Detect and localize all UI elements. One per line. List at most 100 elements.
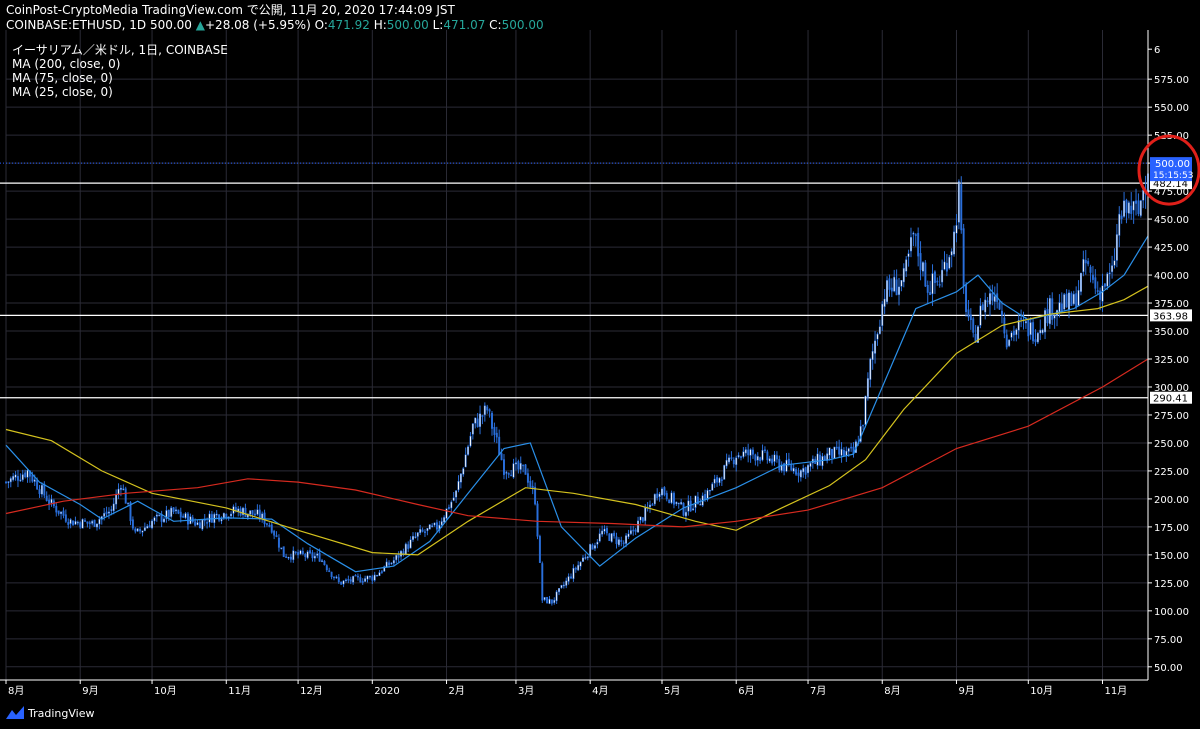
publish-line: CoinPost-CryptoMedia TradingView.com で公開…: [6, 3, 455, 17]
candle-body: [565, 580, 568, 586]
candle-body: [1024, 321, 1027, 324]
candle-body: [495, 432, 498, 438]
candle-body: [792, 467, 795, 472]
candle-body: [574, 567, 577, 570]
candle-body: [965, 284, 968, 313]
candle-body: [323, 560, 326, 566]
candle-body: [1017, 319, 1020, 331]
candle-body: [924, 262, 927, 287]
candle-body: [486, 406, 489, 411]
candle-body: [38, 489, 41, 494]
candle-body: [5, 481, 7, 484]
candle-body: [182, 515, 185, 518]
candle-body: [488, 409, 491, 412]
candle-body: [115, 493, 118, 505]
candle-body: [838, 446, 841, 455]
candle-body: [172, 507, 175, 512]
candle-body: [1041, 329, 1044, 334]
candle-body: [663, 487, 666, 495]
candle-body: [785, 459, 788, 472]
candle-body: [1039, 329, 1042, 334]
price-tick-label: 6: [1154, 45, 1160, 56]
candle-body: [141, 530, 144, 533]
candle-body: [246, 513, 249, 518]
candle-body: [1063, 294, 1066, 310]
price-tick-label: 425.00: [1154, 243, 1189, 254]
candle-body: [292, 550, 295, 561]
candle-body: [498, 436, 501, 456]
candle-body: [684, 511, 687, 517]
candle-body: [177, 509, 180, 514]
legend-ma75[interactable]: MA (75, close, 0): [12, 71, 113, 85]
candle-body: [593, 545, 596, 549]
candle-body: [88, 522, 91, 525]
candle-body: [153, 517, 156, 522]
candle-body: [1084, 260, 1087, 264]
candle-body: [862, 424, 865, 427]
ma-line: [5, 285, 1149, 556]
candle-body: [1008, 339, 1011, 347]
legend-ma200[interactable]: MA (200, close, 0): [12, 57, 121, 71]
candle-body: [395, 554, 398, 561]
high-value: 500.00: [386, 18, 429, 32]
moving-averages: [5, 235, 1149, 573]
candle-body: [969, 314, 972, 320]
candle-body: [732, 459, 735, 465]
candle-body: [1070, 293, 1073, 306]
candle-body: [704, 494, 707, 500]
candle-body: [1048, 298, 1051, 325]
candle-body: [220, 518, 223, 522]
candle-body: [1137, 200, 1140, 214]
legend-title[interactable]: イーサリアム／米ドル, 1日, COINBASE: [12, 43, 228, 57]
candle-body: [469, 435, 472, 447]
candle-body: [165, 510, 168, 519]
time-tick-label: 5月: [664, 685, 680, 697]
candle-body: [531, 485, 534, 489]
candle-body: [60, 511, 63, 514]
candle-body: [1099, 290, 1102, 300]
ma-line: [5, 358, 1149, 528]
candle-body: [148, 525, 151, 528]
tradingview-logo-icon[interactable]: [6, 706, 24, 720]
candle-body: [1096, 290, 1099, 292]
candle-body: [656, 493, 659, 499]
candle-body: [591, 544, 594, 550]
candle-body: [131, 519, 134, 529]
candle-body: [328, 570, 331, 572]
candle-body: [634, 529, 637, 532]
footer-brand[interactable]: TradingView: [28, 706, 95, 720]
candle-body: [464, 454, 467, 468]
candle-body: [356, 575, 359, 578]
candle-body: [730, 457, 733, 459]
candle-body: [596, 541, 599, 545]
candle-body: [467, 446, 470, 455]
candle-body: [491, 412, 493, 429]
candle-body: [627, 533, 630, 538]
price-tick-label: 550.00: [1154, 103, 1189, 114]
candle-body: [967, 309, 970, 318]
candle-body: [948, 256, 951, 269]
candle-body: [620, 540, 623, 542]
candle-body: [866, 378, 869, 398]
candle-body: [383, 566, 386, 572]
candle-body: [40, 484, 43, 495]
candle-body: [886, 280, 889, 303]
candle-body: [230, 513, 233, 517]
candle-body: [275, 535, 278, 537]
candle-body: [103, 513, 106, 517]
candle-body: [859, 426, 862, 442]
legend-ma25[interactable]: MA (25, close, 0): [12, 85, 113, 99]
price-tick-label: 275.00: [1154, 411, 1189, 422]
candle-body: [694, 495, 697, 508]
candle-body: [222, 512, 225, 519]
candle-body: [512, 463, 515, 478]
candle-body: [309, 550, 312, 554]
candle-body: [1060, 303, 1063, 312]
candle-body: [756, 456, 759, 461]
candle-body: [752, 449, 754, 455]
candle-body: [962, 228, 965, 286]
candle-body: [12, 475, 15, 481]
candle-body: [536, 503, 539, 537]
candle-body: [1053, 314, 1056, 319]
